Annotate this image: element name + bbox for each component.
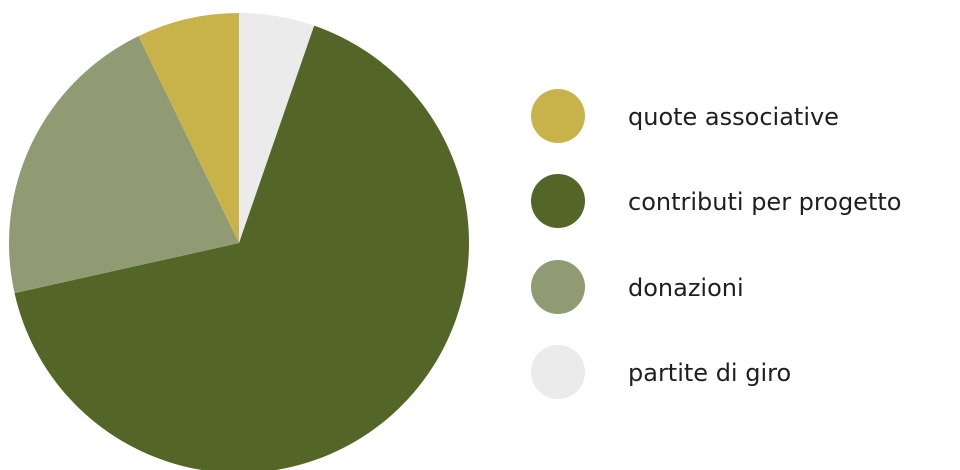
legend-swatch-donazioni	[531, 260, 585, 314]
legend-swatch-contributi-per-progetto	[531, 174, 585, 228]
pie-slice-donazioni	[9, 36, 240, 294]
legend-item-contributi-per-progetto: contributi per progetto	[531, 174, 901, 228]
legend: quote associative contributi per progett…	[531, 89, 901, 399]
legend-item-quote-associative: quote associative	[531, 89, 839, 143]
pie-slice-contributi-per-progetto	[14, 25, 469, 470]
legend-swatch-quote-associative	[531, 89, 585, 143]
legend-label-contributi-per-progetto: contributi per progetto	[628, 188, 901, 216]
pie-slice-quote-associative	[138, 12, 239, 243]
legend-swatch-partite-di-giro	[531, 345, 585, 399]
legend-label-donazioni: donazioni	[628, 274, 744, 302]
pie-slices	[9, 12, 469, 470]
legend-item-donazioni: donazioni	[531, 260, 744, 314]
legend-label-quote-associative: quote associative	[628, 103, 839, 131]
legend-label-partite-di-giro: partite di giro	[628, 359, 791, 387]
legend-item-partite-di-giro: partite di giro	[531, 345, 791, 399]
pie-slice-partite-di-giro	[239, 13, 315, 243]
